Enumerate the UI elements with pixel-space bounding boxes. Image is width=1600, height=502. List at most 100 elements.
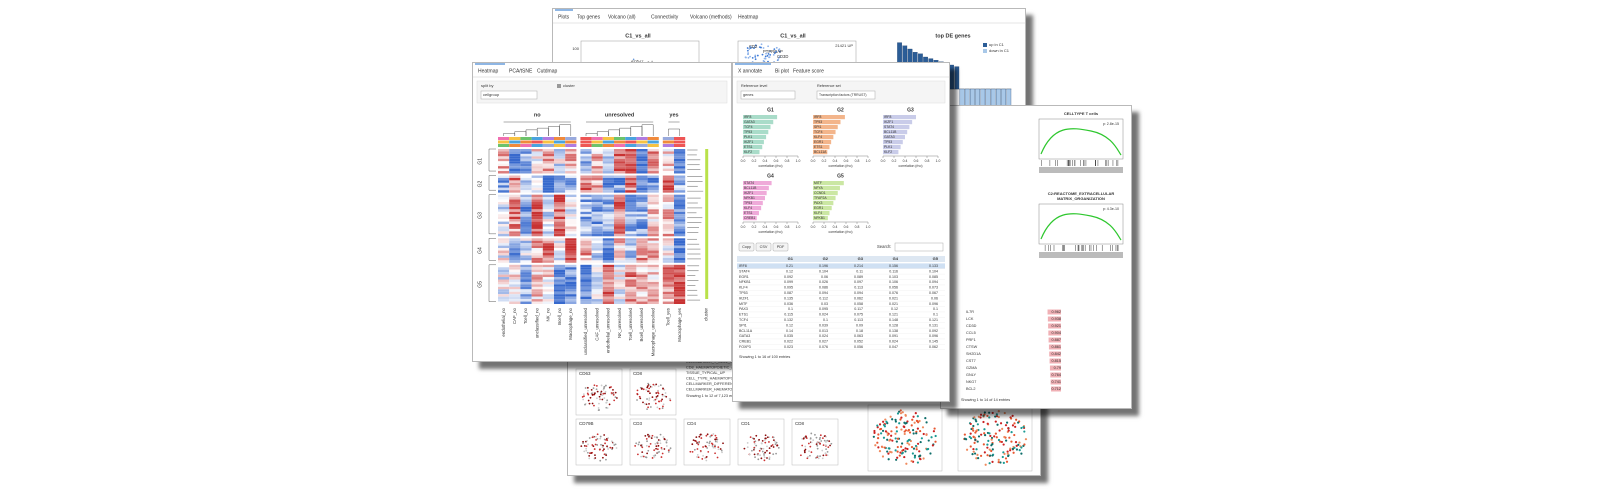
heat-cell	[520, 294, 532, 297]
heat-cell	[520, 194, 532, 198]
annotation-cell	[591, 140, 603, 144]
dot	[697, 443, 700, 446]
heat-cell	[591, 299, 603, 302]
dot	[972, 429, 975, 432]
annotation-cell	[674, 144, 686, 147]
heat-cell	[674, 214, 686, 217]
dot	[987, 439, 990, 442]
heat-cell	[554, 180, 566, 183]
dot	[753, 437, 755, 440]
heat-cell	[614, 301, 626, 304]
dot	[914, 444, 918, 448]
dot	[647, 433, 649, 436]
button[interactable]	[755, 242, 772, 252]
heat-cell	[580, 281, 592, 285]
heat-cell	[662, 294, 674, 297]
bar-label: KLF4	[814, 211, 822, 215]
x-tick-label: 0.8	[925, 159, 930, 163]
table-header	[737, 256, 945, 262]
plot-title: CELLTYPE T cells	[1064, 111, 1099, 116]
dot	[596, 433, 599, 436]
heat-cell	[625, 158, 637, 162]
heat-cell	[662, 204, 674, 207]
dot	[903, 455, 906, 459]
dot	[644, 402, 646, 405]
heat-cell	[554, 286, 566, 290]
heat-cell	[542, 296, 554, 300]
dot	[587, 399, 590, 402]
heat-cell	[674, 151, 686, 154]
heat-cell	[520, 166, 532, 169]
dot	[768, 452, 771, 454]
button[interactable]	[772, 242, 789, 252]
heat-cell	[520, 187, 532, 191]
x-tick-label: 0.8	[785, 159, 790, 163]
button[interactable]	[738, 242, 755, 252]
dot	[714, 444, 716, 447]
heat-cell	[520, 231, 532, 234]
heat-cell	[662, 221, 674, 225]
heat-cell	[554, 182, 566, 186]
dot	[899, 409, 902, 412]
gene-label: CD3D	[777, 54, 788, 59]
dot	[902, 425, 905, 428]
heat-cell	[531, 171, 543, 174]
heat-cell	[591, 257, 603, 261]
heat-cell	[591, 185, 603, 188]
cell: 0.121	[889, 313, 898, 317]
heat-cell	[614, 175, 626, 178]
dot	[901, 451, 904, 454]
dot	[660, 400, 663, 402]
heat-cell	[674, 163, 686, 167]
dot	[906, 441, 909, 445]
heat-cell	[531, 224, 543, 227]
heat-cell	[509, 199, 521, 202]
heat-cell	[647, 168, 659, 172]
heat-cell	[636, 231, 648, 234]
dot	[894, 449, 897, 452]
heat-cell	[520, 180, 532, 183]
heat-cell	[565, 243, 577, 246]
heat-cell	[498, 301, 510, 304]
dot	[601, 446, 604, 449]
heat-cell	[531, 257, 543, 261]
heat-cell	[531, 187, 543, 191]
dot	[990, 436, 994, 440]
dot	[606, 445, 608, 448]
heat-cell	[520, 277, 532, 280]
dot	[607, 437, 610, 439]
heat-cell	[509, 243, 521, 246]
dot	[659, 439, 662, 442]
heat-cell	[647, 202, 659, 205]
dot	[816, 444, 819, 447]
heat-cell	[520, 233, 532, 237]
heat-cell	[647, 224, 659, 227]
cell: 0.095	[819, 307, 828, 311]
dot	[600, 384, 603, 387]
heat-cell	[565, 199, 577, 202]
heat-cell	[614, 149, 626, 152]
heat-cell	[554, 291, 566, 295]
heat-cell	[662, 214, 674, 217]
heat-cell	[509, 161, 521, 164]
column-label: Macrophage_no	[568, 307, 573, 339]
heat-cell	[647, 187, 659, 191]
dot	[706, 447, 709, 449]
heat-cell	[565, 187, 577, 191]
heat-cell	[674, 284, 686, 287]
heat-cell	[565, 161, 577, 164]
cell: 0.035	[784, 334, 793, 338]
dot	[645, 437, 648, 440]
dot	[614, 396, 617, 399]
dot	[1009, 447, 1012, 450]
heat-cell	[602, 153, 614, 157]
heat-cell	[542, 175, 554, 178]
dot	[588, 437, 591, 439]
dot	[615, 447, 618, 449]
select-value: Transcription factors (TRRUST)	[819, 93, 867, 97]
heat-cell	[674, 153, 686, 157]
bar-label: GATA3	[744, 120, 755, 124]
row-name: NFKB1	[739, 280, 751, 284]
dot	[990, 438, 993, 441]
